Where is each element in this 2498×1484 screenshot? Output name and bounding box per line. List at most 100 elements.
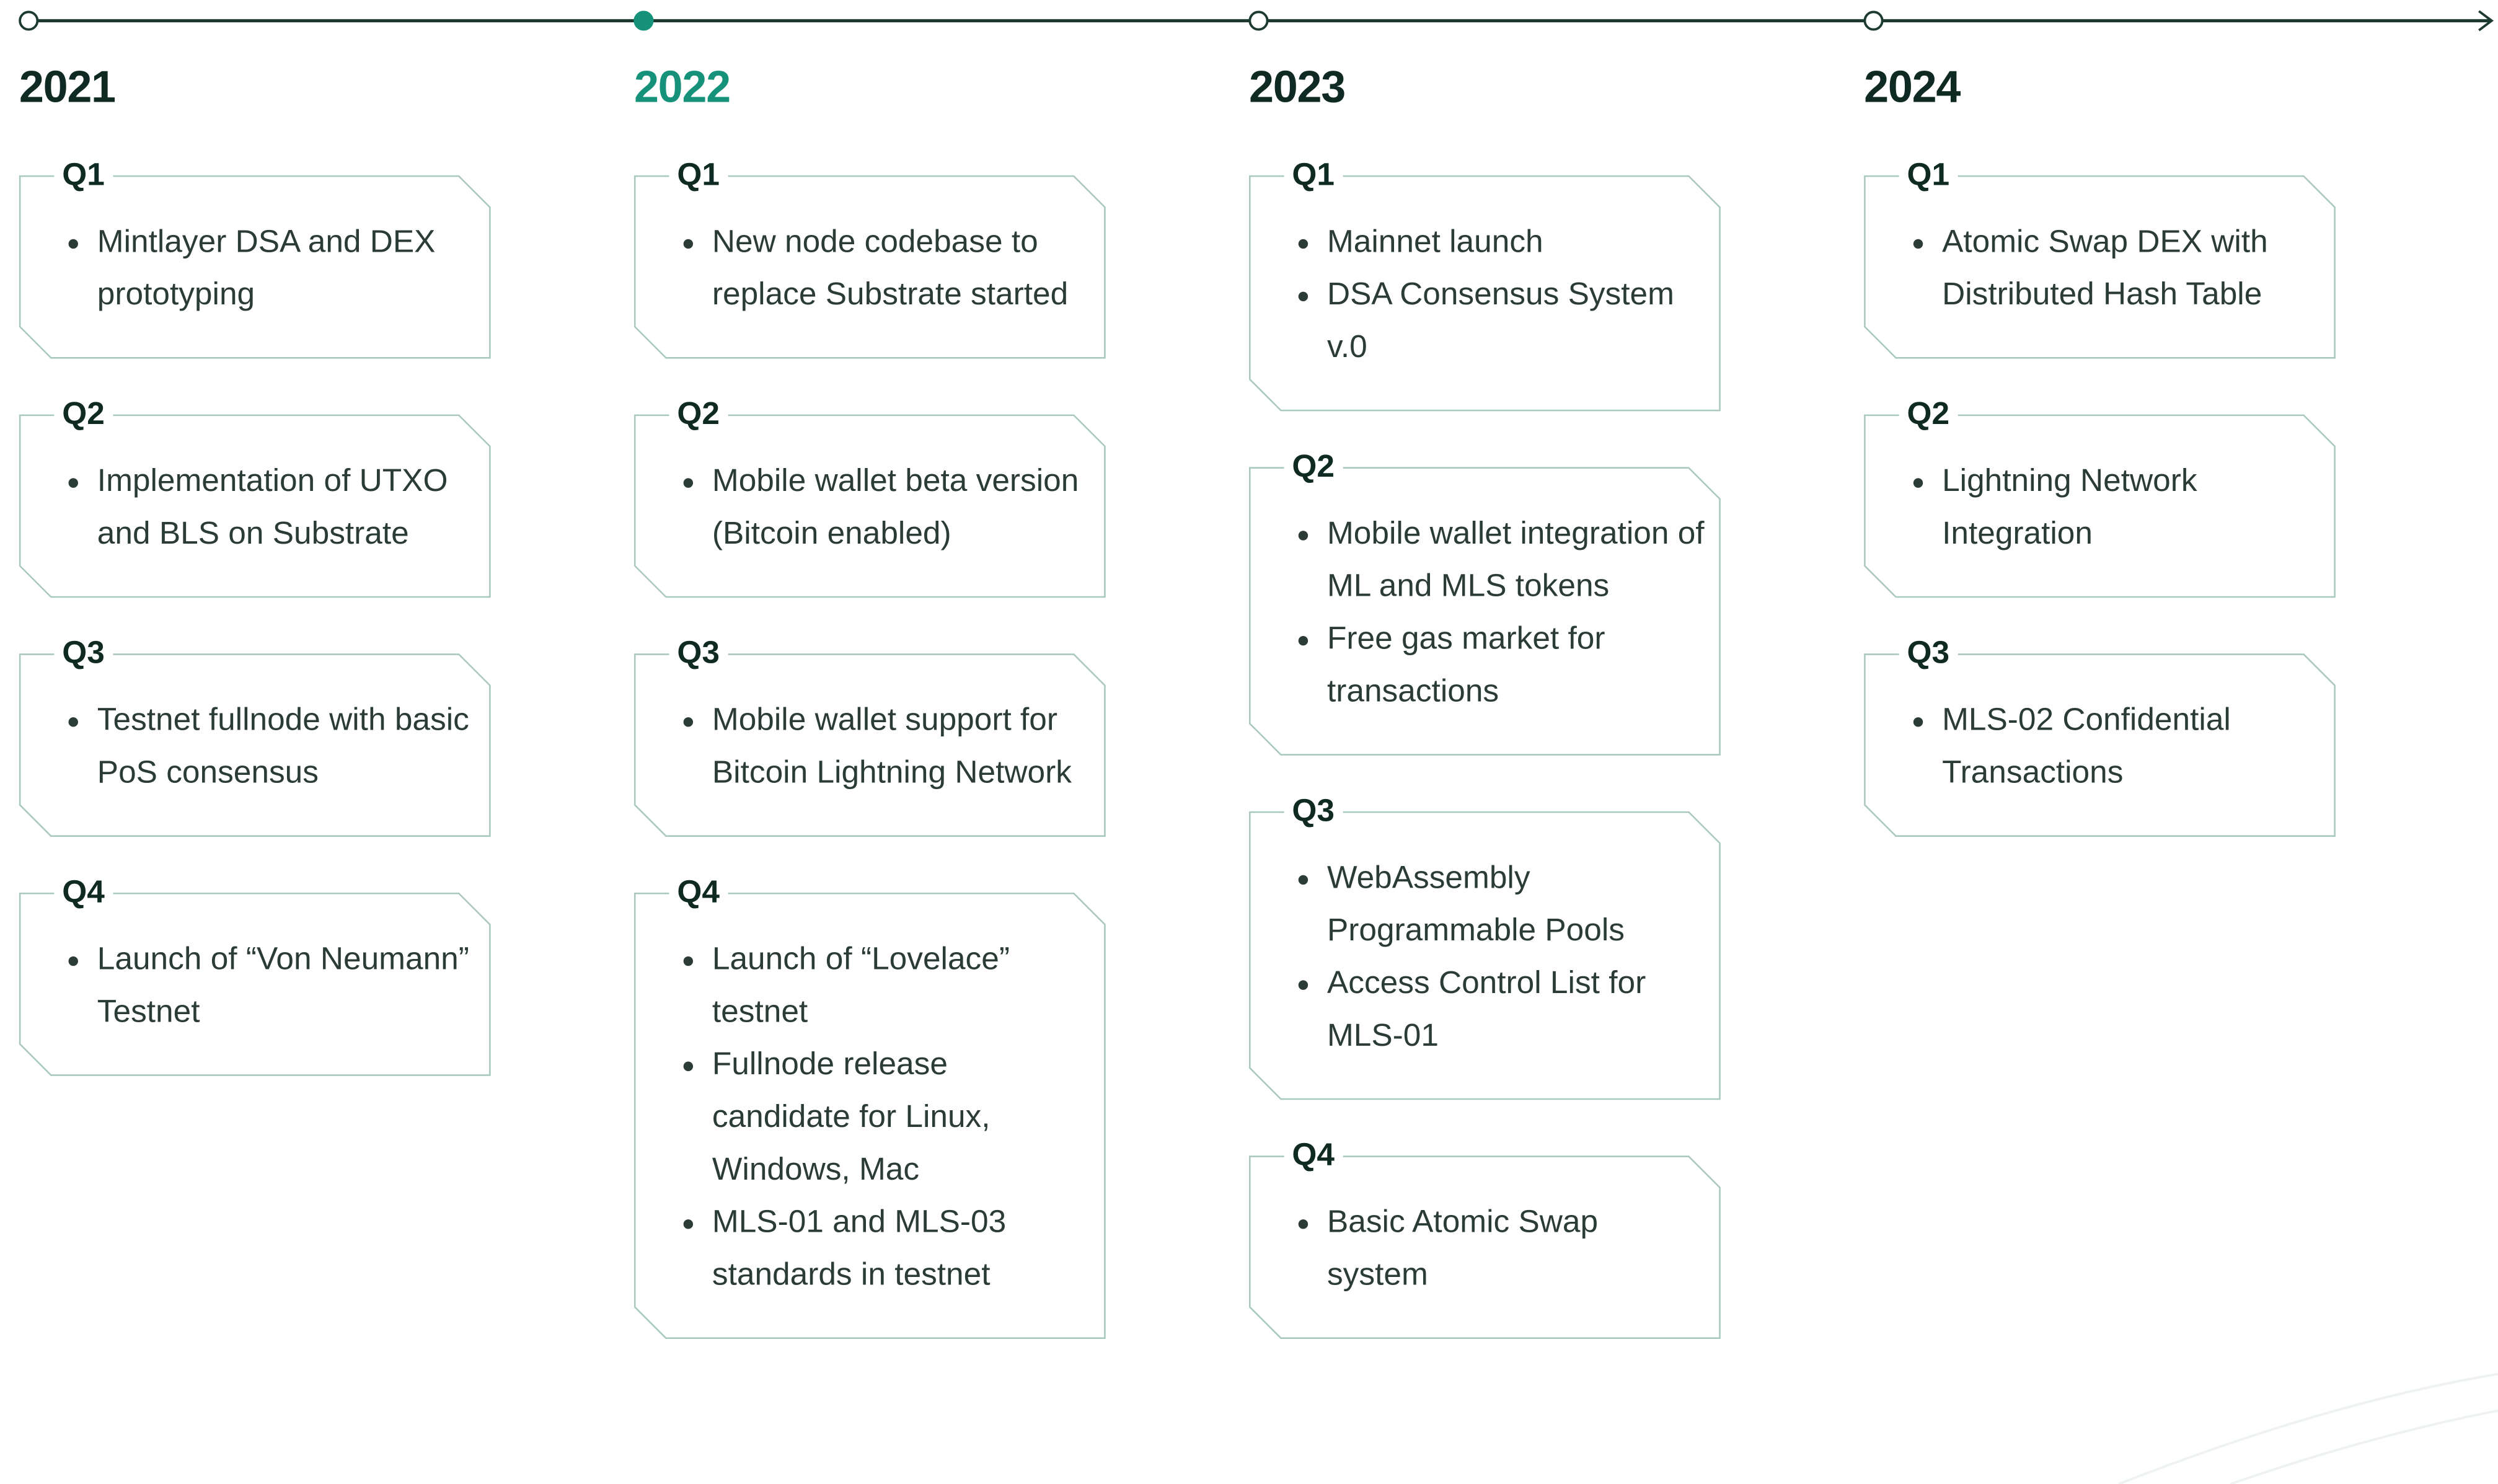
roadmap-item: New node codebase to replace Substrate s…	[712, 217, 1090, 322]
card-border	[1249, 175, 1721, 412]
quarter-stack: Q1 Atomic Swap DEX with Distributed Hash …	[1864, 156, 2336, 837]
card-outline	[633, 414, 1106, 598]
quarter-stack: Q1 New node codebase to replace Substrate…	[633, 156, 1106, 1339]
card-outline	[633, 175, 1106, 359]
item-list: New node codebase to replace Substrate s…	[634, 217, 1106, 322]
card-outline	[1864, 653, 2336, 837]
year-heading: 2024	[1864, 62, 1961, 112]
card-border	[633, 414, 1106, 598]
quarter-card: Q2 Mobile wallet beta version (Bitcoin en…	[633, 395, 1106, 598]
quarter-card: Q3 Testnet fullnode with basic PoS consen…	[19, 634, 491, 837]
roadmap-item: MLS-02 Confidential Transactions	[1942, 695, 2319, 800]
quarter-label: Q1	[669, 156, 728, 195]
quarter-label: Q4	[54, 873, 113, 912]
item-list: Mobile wallet beta version (Bitcoin enab…	[634, 456, 1106, 561]
card-border	[633, 653, 1106, 837]
card-outline	[1864, 414, 2336, 598]
quarter-card: Q2 Lightning Network Integration	[1864, 395, 2336, 598]
quarter-stack: Q1 Mainnet launchDSA Consensus System v.0…	[1249, 156, 1721, 1339]
roadmap-item: MLS-01 and MLS-03 standards in testnet	[712, 1197, 1090, 1302]
roadmap-item: Atomic Swap DEX with Distributed Hash Ta…	[1942, 217, 2319, 322]
card-border	[633, 892, 1106, 1339]
quarter-label: Q3	[1899, 634, 1957, 673]
item-list: MLS-02 Confidential Transactions	[1864, 695, 2336, 800]
quarter-card: Q2 Mobile wallet integration of ML and ML…	[1249, 448, 1721, 756]
quarter-card: Q3 Mobile wallet support for Bitcoin Ligh…	[633, 634, 1106, 837]
item-list: Atomic Swap DEX with Distributed Hash Ta…	[1864, 217, 2336, 322]
item-list: Mobile wallet support for Bitcoin Lightn…	[634, 695, 1106, 800]
quarter-label: Q3	[1284, 792, 1343, 831]
item-list: Mobile wallet integration of ML and MLS …	[1249, 508, 1721, 718]
quarter-label: Q3	[54, 634, 113, 673]
timeline-axis	[19, 10, 2494, 32]
card-border	[19, 175, 491, 359]
roadmap-item: Free gas market for transactions	[1327, 614, 1705, 719]
card-outline	[19, 414, 491, 598]
roadmap-item: Basic Atomic Swap system	[1327, 1197, 1705, 1302]
quarter-label: Q2	[669, 395, 728, 434]
card-border	[1249, 467, 1721, 756]
item-list: Launch of “Lovelace” testnetFullnode rel…	[634, 934, 1106, 1302]
card-border	[1864, 175, 2336, 359]
roadmap-item: Fullnode release candidate for Linux, Wi…	[712, 1040, 1090, 1198]
quarter-label: Q2	[1284, 448, 1343, 487]
quarter-label: Q4	[1284, 1136, 1343, 1175]
card-border	[1249, 811, 1721, 1100]
card-border	[1864, 653, 2336, 837]
quarter-card: Q1 New node codebase to replace Substrate…	[633, 156, 1106, 359]
item-list: Testnet fullnode with basic PoS consensu…	[19, 695, 491, 800]
quarter-card: Q1 Atomic Swap DEX with Distributed Hash …	[1864, 156, 2336, 359]
item-list: Lightning Network Integration	[1864, 456, 2336, 561]
roadmap-item: Lightning Network Integration	[1942, 456, 2319, 561]
quarter-card: Q4 Basic Atomic Swap system	[1249, 1136, 1721, 1339]
quarter-card: Q4 Launch of “Von Neumann” Testnet	[19, 873, 491, 1076]
card-outline	[1864, 175, 2336, 359]
roadmap-item: Testnet fullnode with basic PoS consensu…	[97, 695, 475, 800]
roadmap-item: WebAssembly Programmable Pools	[1327, 853, 1705, 958]
timeline-node	[19, 11, 39, 31]
year-heading: 2021	[19, 62, 116, 112]
card-outline	[1249, 811, 1721, 1100]
item-list: Mintlayer DSA and DEX prototyping	[19, 217, 491, 322]
item-list: Mainnet launchDSA Consensus System v.0	[1249, 217, 1721, 375]
roadmap-item: Mobile wallet beta version (Bitcoin enab…	[712, 456, 1090, 561]
item-list: Implementation of UTXO and BLS on Substr…	[19, 456, 491, 561]
quarter-stack: Q1 Mintlayer DSA and DEX prototyping Q2 Imp…	[19, 156, 491, 1076]
timeline-node	[1863, 11, 1884, 31]
item-list: Basic Atomic Swap system	[1249, 1197, 1721, 1302]
card-outline	[633, 892, 1106, 1339]
timeline-node	[633, 11, 654, 31]
timeline-node	[1248, 11, 1269, 31]
decor-curve	[2230, 1409, 2498, 1484]
item-list: Launch of “Von Neumann” Testnet	[19, 934, 491, 1040]
roadmap-item: Launch of “Lovelace” testnet	[712, 934, 1090, 1040]
roadmap-item: Mainnet launch	[1327, 217, 1705, 270]
quarter-card: Q4 Launch of “Lovelace” testnetFullnode r…	[633, 873, 1106, 1339]
roadmap-item: Mintlayer DSA and DEX prototyping	[97, 217, 475, 322]
item-list: WebAssembly Programmable PoolsAccess Con…	[1249, 853, 1721, 1063]
timeline-arrow	[2478, 10, 2494, 32]
roadmap-item: DSA Consensus System v.0	[1327, 270, 1705, 375]
quarter-card: Q3 MLS-02 Confidential Transactions	[1864, 634, 2336, 837]
card-outline	[1249, 1155, 1721, 1339]
card-outline	[1249, 467, 1721, 756]
quarter-label: Q1	[54, 156, 113, 195]
year-heading: 2023	[1249, 62, 1346, 112]
quarter-label: Q2	[54, 395, 113, 434]
card-border	[633, 175, 1106, 359]
quarter-label: Q1	[1899, 156, 1957, 195]
roadmap-item: Mobile wallet integration of ML and MLS …	[1327, 508, 1705, 614]
card-border	[19, 892, 491, 1076]
card-outline	[19, 175, 491, 359]
year-heading: 2022	[633, 62, 731, 112]
roadmap-item: Mobile wallet support for Bitcoin Lightn…	[712, 695, 1090, 800]
card-border	[19, 414, 491, 598]
card-outline	[19, 892, 491, 1076]
card-outline	[19, 653, 491, 837]
card-outline	[633, 653, 1106, 837]
card-border	[1249, 1155, 1721, 1339]
quarter-label: Q1	[1284, 156, 1343, 195]
roadmap-item: Access Control List for MLS-01	[1327, 958, 1705, 1063]
